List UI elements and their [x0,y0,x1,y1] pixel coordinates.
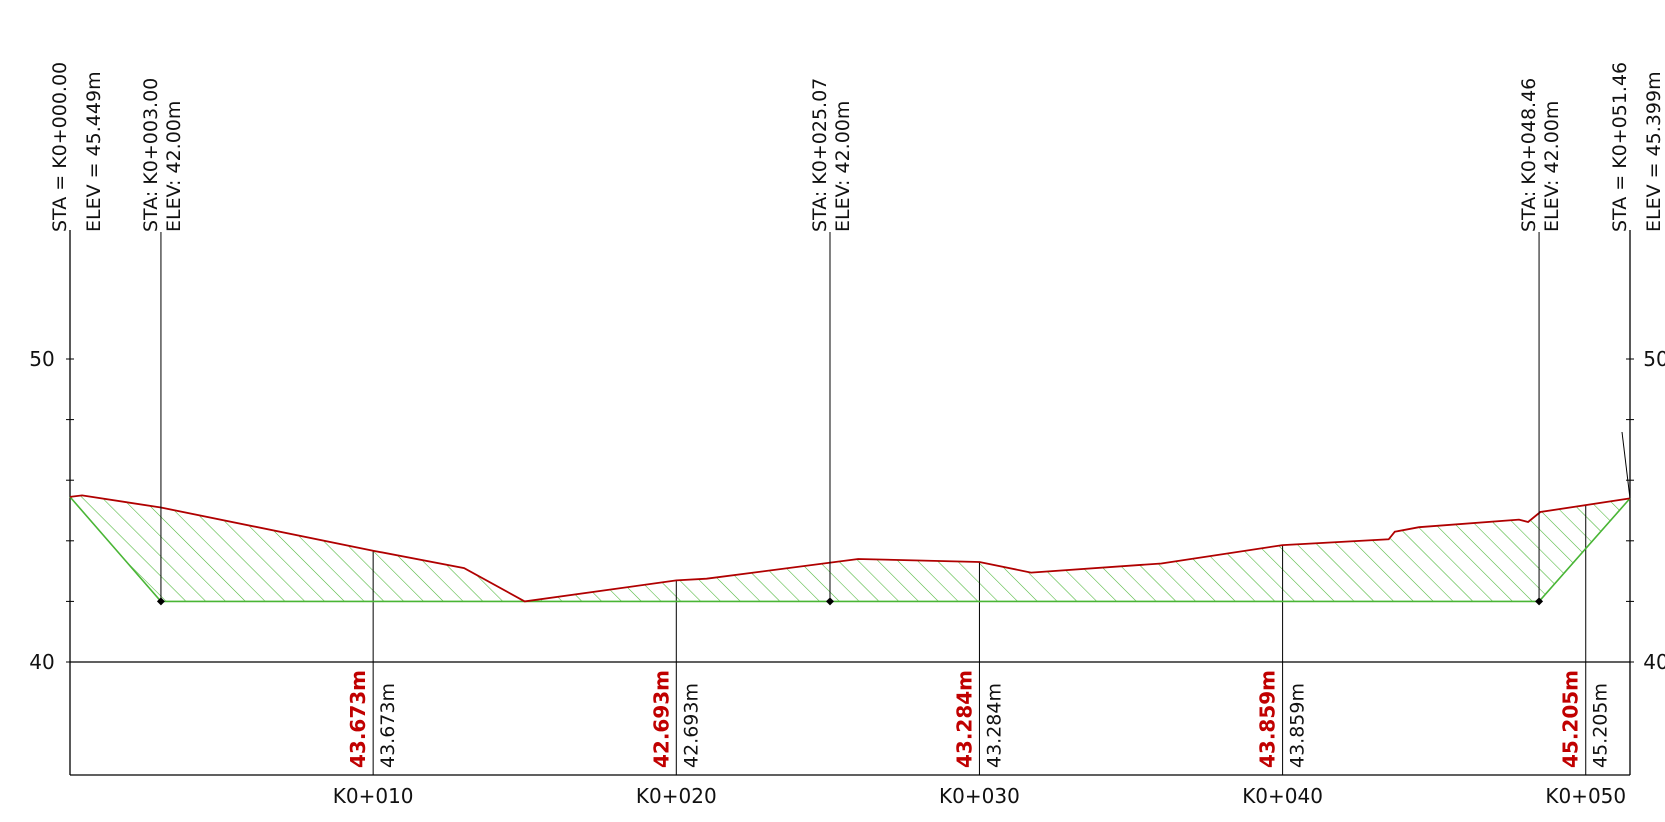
design-elevation-label: 45.205m [1559,670,1583,768]
end-station-label: STA = K0+051.46 [1609,62,1631,232]
station-tick-label: K0+010 [333,784,414,808]
existing-elevation-label: 42.693m [680,683,702,768]
design-point-station-label: STA: K0+048.46 [1518,78,1540,232]
design-point-elevation-label: ELEV: 42.00m [832,101,854,232]
design-point-marker [1535,597,1544,606]
existing-elevation-label: 45.205m [1590,683,1612,768]
design-elevation-label: 43.284m [952,670,976,768]
existing-elevation-label: 43.859m [1287,683,1309,768]
station-tick-label: K0+050 [1545,784,1626,808]
end-elevation-label: ELEV = 45.399m [1643,71,1665,232]
existing-elevation-label: 43.284m [983,683,1005,768]
station-tick-label: K0+030 [939,784,1020,808]
design-point-station-label: STA: K0+025.07 [809,78,831,232]
design-elevation-label: 43.859m [1256,670,1280,768]
cut-area-fill [70,495,1630,602]
right-slope-leader [1621,431,1631,499]
y-tick-label-left: 40 [29,650,54,674]
end-station-label: STA = K0+000.00 [49,62,71,232]
design-elevation-label: 43.673m [346,670,370,768]
cut-area-hatch [70,495,1630,602]
ground-profile-line [69,494,1631,603]
design-point-station-label: STA: K0+003.00 [140,78,162,232]
design-elevation-label: 42.693m [649,670,673,768]
y-tick-label-right: 40 [1643,650,1665,674]
design-point-elevation-label: ELEV: 42.00m [1541,101,1563,232]
existing-elevation-label: 43.673m [377,683,399,768]
profile-lines [69,232,1631,775]
design-point-marker [825,597,834,606]
profile-labels: 50 50 40 40 K0+010 K0+020 K0+030 K0+040 K0+050 43… [29,62,1665,808]
station-tick-label: K0+040 [1242,784,1323,808]
y-tick-label-right: 50 [1643,347,1665,371]
design-point-elevation-label: ELEV: 42.00m [163,101,185,232]
y-tick-label-left: 50 [29,347,54,371]
profile-frame [66,230,1634,776]
end-elevation-label: ELEV = 45.449m [83,71,105,232]
station-tick-label: K0+020 [636,784,717,808]
design-point-marker [156,597,165,606]
